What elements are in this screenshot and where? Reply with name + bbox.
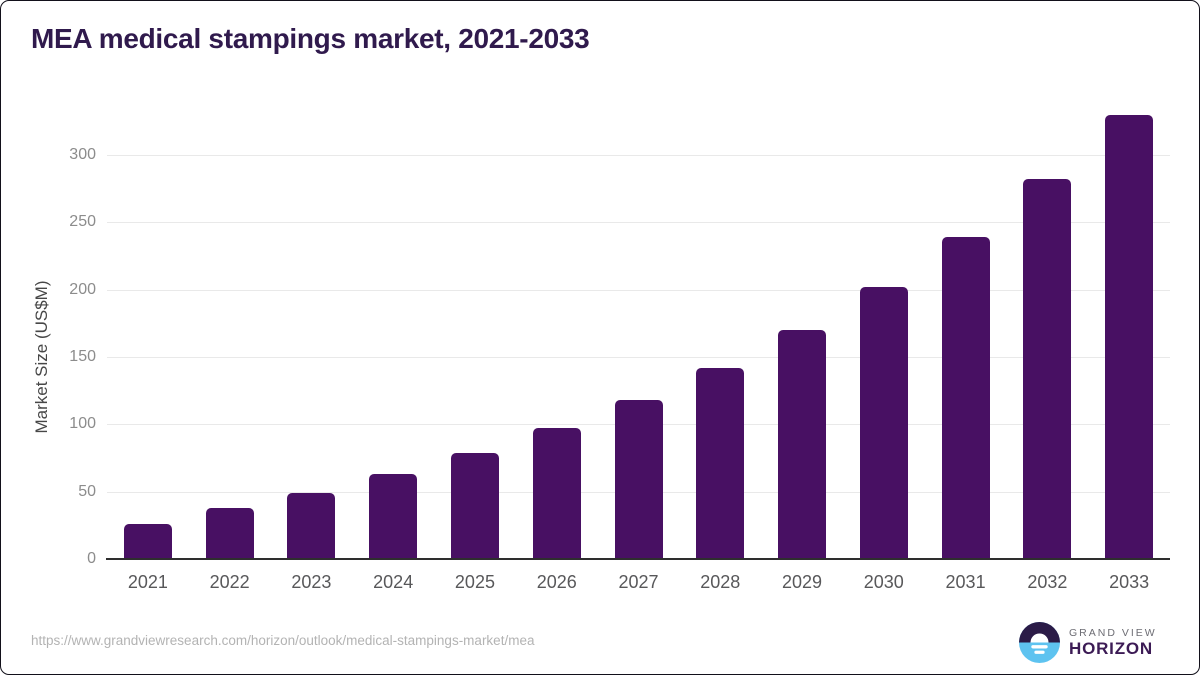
bar-2024: [369, 474, 418, 559]
horizon-sun-icon: [1019, 622, 1060, 663]
x-tick-label-2029: 2029: [782, 572, 823, 592]
bar-2027: [614, 400, 663, 559]
bar-2033: [1105, 114, 1154, 559]
bar-2025: [450, 452, 499, 559]
y-tick-label-300: 300: [69, 146, 96, 163]
x-tick-label-2026: 2026: [536, 572, 577, 592]
y-tick-label-150: 150: [69, 348, 96, 365]
grand-view-horizon-logo: GRAND VIEW HORIZON: [1019, 622, 1157, 663]
x-tick-label-2027: 2027: [618, 572, 659, 592]
bar-2022: [205, 507, 254, 559]
x-tick-label-2028: 2028: [700, 572, 741, 592]
y-tick-label-0: 0: [87, 550, 96, 567]
gridline-150: [107, 357, 1170, 358]
logo-text-grand-view: GRAND VIEW: [1069, 627, 1157, 639]
x-tick-label-2023: 2023: [291, 572, 332, 592]
logo-wordmark: GRAND VIEW HORIZON: [1069, 627, 1157, 658]
bar-2031: [941, 237, 990, 559]
x-tick-label-2032: 2032: [1027, 572, 1068, 592]
x-tick-label-2025: 2025: [454, 572, 495, 592]
x-tick-label-2033: 2033: [1109, 572, 1150, 592]
x-axis-line: [106, 558, 1170, 560]
bar-2021: [123, 523, 172, 559]
y-tick-label-50: 50: [78, 482, 96, 500]
bar-2028: [696, 367, 745, 559]
x-tick-label-2021: 2021: [127, 572, 168, 592]
x-tick-label-2022: 2022: [209, 572, 250, 592]
source-url: https://www.grandviewresearch.com/horizo…: [31, 633, 535, 648]
bar-2029: [778, 330, 827, 559]
logo-text-horizon: HORIZON: [1069, 639, 1153, 658]
x-tick-label-2024: 2024: [373, 572, 414, 592]
y-tick-label-200: 200: [69, 280, 96, 298]
bar-2026: [532, 428, 581, 559]
chart-title: MEA medical stampings market, 2021-2033: [31, 23, 590, 54]
gridline-300: [107, 155, 1170, 156]
gridline-200: [107, 289, 1170, 291]
gridline-250: [107, 222, 1170, 224]
x-tick-label-2031: 2031: [945, 572, 986, 592]
x-tick-label-2030: 2030: [863, 572, 904, 592]
bar-2032: [1023, 179, 1072, 559]
bar-2030: [859, 286, 908, 559]
y-tick-label-100: 100: [69, 415, 96, 433]
y-tick-label-250: 250: [69, 213, 96, 231]
bar-2023: [287, 493, 336, 559]
